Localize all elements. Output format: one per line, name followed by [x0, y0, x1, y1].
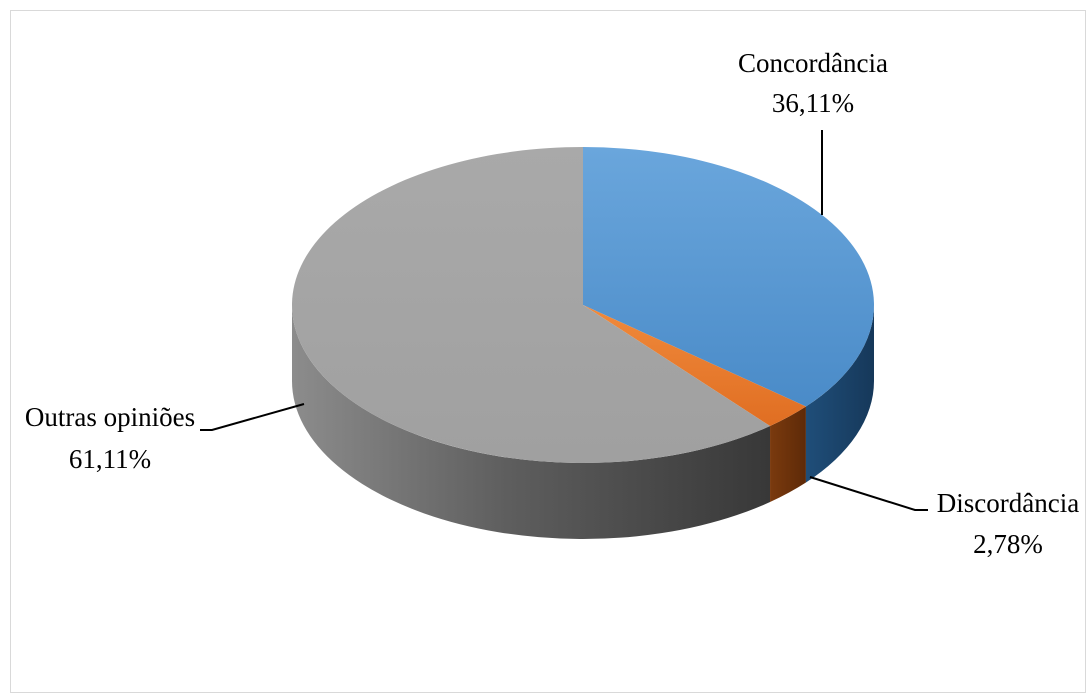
leader-line-outras-opinioes	[200, 403, 305, 431]
leader-lines	[200, 130, 928, 511]
label-discordancia-category: Discordância	[937, 488, 1079, 518]
label-outras-value: 61,11%	[69, 444, 151, 474]
data-label-outras-opinioes: Outras opiniões 61,11%	[25, 402, 195, 474]
pie-slice-concordancia	[583, 147, 875, 407]
label-concordancia-category: Concordância	[738, 48, 888, 78]
pie-side-discordancia	[770, 406, 806, 503]
pie-tops	[292, 147, 875, 463]
pie-sides	[292, 305, 875, 540]
pie-side-outras-opinioes	[292, 305, 771, 540]
pie-slice-discordancia	[583, 305, 806, 427]
label-concordancia-value: 36,11%	[772, 88, 854, 118]
data-label-concordancia: Concordância 36,11%	[738, 48, 888, 118]
leader-line-discordancia	[809, 476, 928, 511]
pie-side-concordancia	[805, 305, 875, 483]
pie-slice-outras-opinioes	[292, 147, 771, 463]
data-label-discordancia: Discordância 2,78%	[937, 488, 1079, 559]
label-discordancia-value: 2,78%	[973, 529, 1043, 559]
label-outras-category: Outras opiniões	[25, 402, 195, 432]
